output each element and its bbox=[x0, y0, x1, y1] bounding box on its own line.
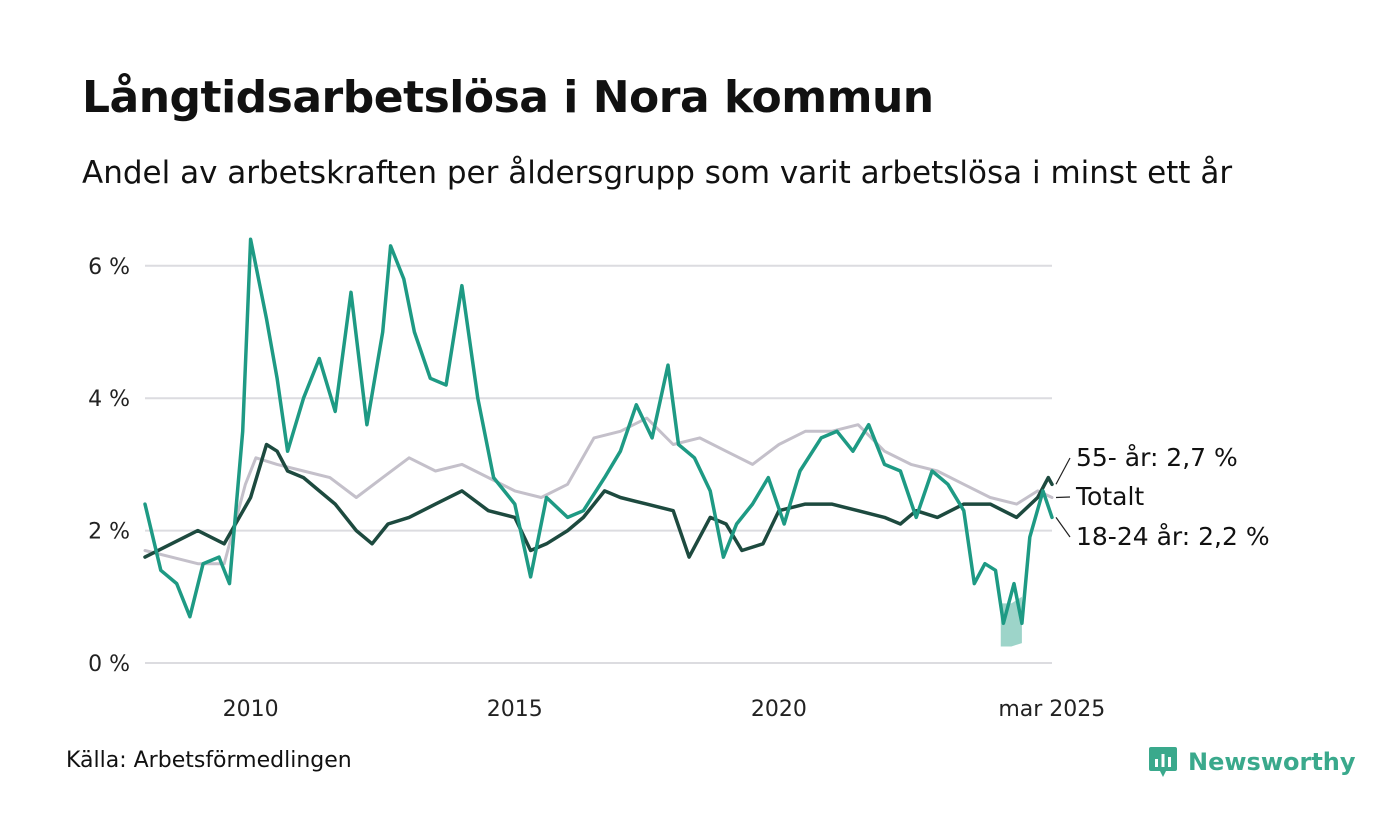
label-leader-line bbox=[1055, 457, 1071, 485]
y-tick-label: 6 % bbox=[88, 255, 130, 280]
x-tick-label: 2010 bbox=[223, 697, 279, 722]
x-axis-ticks: 2010 2015 2020 mar 2025 bbox=[223, 697, 1106, 722]
series-end-label: 55- år: 2,7 % bbox=[1076, 443, 1238, 472]
series-end-label: Totalt bbox=[1075, 482, 1144, 511]
brand-name: Newsworthy bbox=[1188, 748, 1356, 776]
chart-title: Långtidsarbetslösa i Nora kommun bbox=[82, 72, 934, 123]
y-tick-label: 2 % bbox=[88, 520, 130, 545]
y-axis-ticks: 0 % 2 % 4 % 6 % bbox=[88, 255, 130, 677]
y-tick-label: 4 % bbox=[88, 387, 130, 412]
y-tick-label: 0 % bbox=[88, 652, 130, 677]
chart-subtitle: Andel av arbetskraften per åldersgrupp s… bbox=[82, 155, 1233, 191]
x-tick-label: mar 2025 bbox=[998, 697, 1105, 722]
series-end-labels: 55- år: 2,7 % Totalt 18-24 år: 2,2 % bbox=[1055, 443, 1270, 551]
series-line-0 bbox=[143, 416, 1054, 566]
brand-logo: Newsworthy bbox=[1148, 742, 1356, 782]
label-leader-line bbox=[1055, 496, 1071, 499]
series-line-1 bbox=[143, 442, 1054, 559]
x-tick-label: 2015 bbox=[487, 697, 543, 722]
newsworthy-logo-icon bbox=[1149, 747, 1177, 777]
source-note: Källa: Arbetsförmedlingen bbox=[66, 748, 352, 773]
grid-lines bbox=[145, 264, 1052, 664]
series-lines bbox=[143, 237, 1054, 626]
series-line-2 bbox=[143, 237, 1054, 626]
label-leader-line bbox=[1055, 517, 1071, 538]
x-tick-label: 2020 bbox=[751, 697, 807, 722]
series-end-label: 18-24 år: 2,2 % bbox=[1076, 522, 1270, 551]
